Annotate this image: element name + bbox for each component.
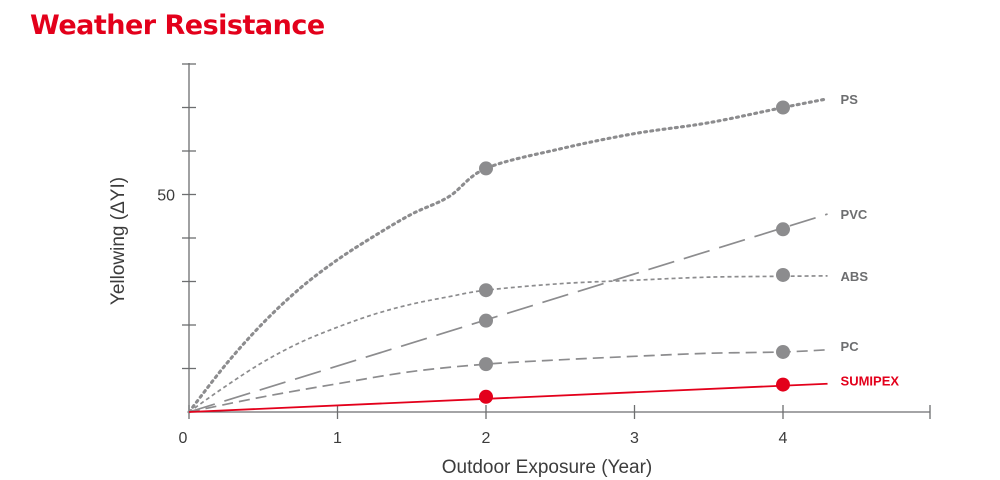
data-point-ps [776, 100, 790, 115]
series-ps [187, 97, 830, 414]
series-layer [187, 97, 830, 414]
data-point-pvc [776, 222, 790, 237]
series-line-pc [188, 348, 828, 413]
x-tick-label: 4 [779, 430, 788, 447]
data-point-sumipex [776, 377, 790, 392]
data-point-pvc [479, 313, 493, 328]
series-label-sumipex: SUMIPEX [841, 374, 900, 389]
series-labels: PS PVC ABS PC SUMIPEX [841, 92, 900, 389]
series-sumipex [188, 377, 828, 413]
x-axis-label: Outdoor Exposure (Year) [442, 457, 653, 478]
y-axis-label: Yellowing (ΔYI) [108, 177, 129, 305]
x-tick-label: 0 [179, 430, 188, 447]
y-tick-label: 50 [157, 188, 175, 205]
chart-title: Weather Resistance [30, 10, 325, 41]
data-point-sumipex [479, 389, 493, 404]
data-point-ps [479, 161, 493, 176]
x-tick-label: 1 [333, 430, 342, 447]
series-label-pc: PC [841, 339, 860, 354]
x-tick-label: 2 [482, 430, 491, 447]
data-point-pc [479, 357, 493, 372]
series-line-sumipex [188, 382, 828, 413]
series-label-pvc: PVC [841, 207, 868, 222]
series-label-abs: ABS [841, 269, 869, 284]
data-point-abs [776, 267, 790, 282]
axes: 0 1 2 3 4 50 [157, 63, 931, 448]
series-pc [188, 344, 828, 413]
x-tick-label: 3 [630, 430, 639, 447]
data-point-pc [776, 344, 790, 359]
series-line-pvc [188, 213, 828, 413]
series-pvc [188, 213, 828, 413]
series-label-ps: PS [841, 92, 859, 107]
series-abs [188, 267, 828, 413]
data-point-abs [479, 283, 493, 298]
y-ticks [182, 63, 196, 370]
series-line-abs [188, 274, 828, 413]
tick-labels: 0 1 2 3 4 50 [157, 188, 787, 448]
series-line-ps [187, 97, 830, 414]
